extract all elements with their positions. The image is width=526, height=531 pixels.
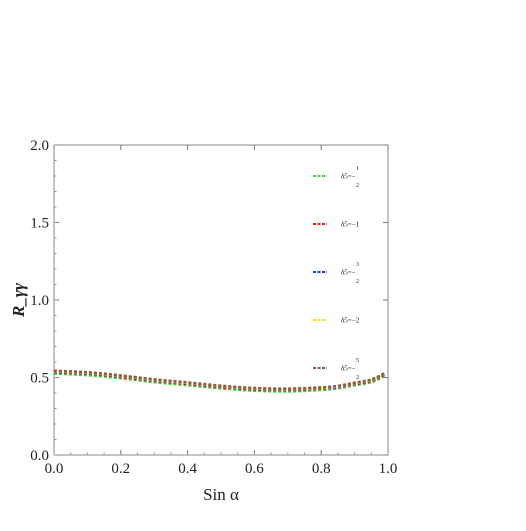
legend-numerator-3: 3 xyxy=(356,262,359,268)
plot-frame xyxy=(53,144,389,456)
legend-numerator-1: 1 xyxy=(356,166,359,172)
legend-denominator-5: 2 xyxy=(356,375,359,381)
legend-label-1: δ5=− xyxy=(341,173,356,181)
legend-label-3: δ5=− xyxy=(341,269,356,277)
series-line-5 xyxy=(53,369,386,390)
x-tick-label: 0.6 xyxy=(245,461,264,477)
legend-label-5: δ5=− xyxy=(341,365,356,373)
legend-numerator-5: 5 xyxy=(356,358,359,364)
y-tick-label: 1.0 xyxy=(30,293,49,309)
x-tick-label: 0.0 xyxy=(45,461,64,477)
x-axis-title: Sin α xyxy=(203,485,239,504)
y-tick-label: 2.0 xyxy=(30,138,49,154)
x-tick-label: 0.8 xyxy=(312,461,331,477)
y-tick-label: 0.0 xyxy=(30,448,49,464)
legend-denominator-1: 2 xyxy=(356,183,359,189)
series-layer xyxy=(53,369,386,393)
y-axis-title: R_γγ xyxy=(9,282,28,318)
y-tick-label: 1.5 xyxy=(30,216,49,232)
x-tick-label: 0.2 xyxy=(111,461,130,477)
legend-denominator-3: 2 xyxy=(356,279,359,285)
legend-label-2: δ5=−1 xyxy=(341,221,360,229)
legend-label-4: δ5=−2 xyxy=(341,317,360,325)
x-tick-label: 0.4 xyxy=(178,461,197,477)
ticks-layer: 0.0 0.2 0.4 0.6 0.8 1.0 0.0 0.5 1.0 1.5 2.0 xyxy=(30,138,397,477)
x-tick-label: 1.0 xyxy=(379,461,398,477)
y-tick-label: 0.5 xyxy=(30,371,49,387)
